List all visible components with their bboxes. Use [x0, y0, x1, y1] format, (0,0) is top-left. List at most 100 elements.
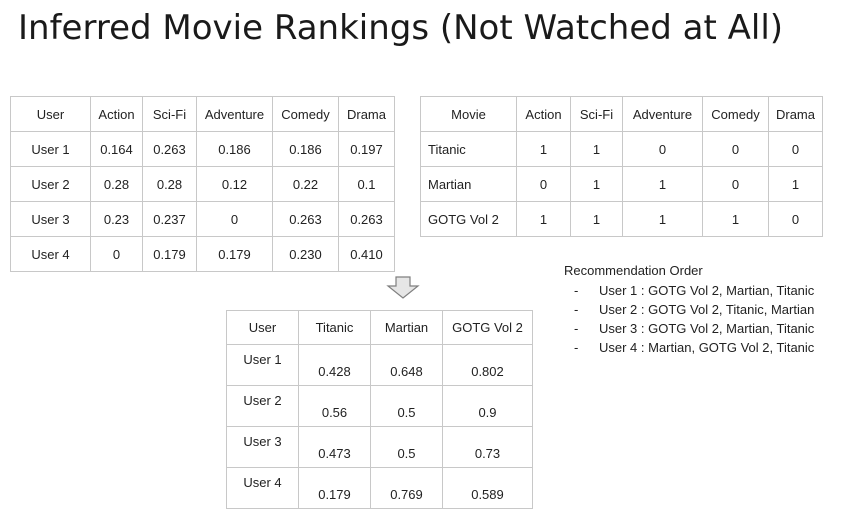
table-cell: 0.1: [338, 166, 395, 202]
slide-title: Inferred Movie Rankings (Not Watched at …: [18, 8, 784, 48]
column-header: User: [226, 310, 299, 345]
list-item: - User 4 : Martian, GOTG Vol 2, Titanic: [564, 338, 844, 357]
column-header: Titanic: [298, 310, 371, 345]
column-header: Movie: [420, 96, 517, 132]
table-cell: 0: [196, 201, 273, 237]
recommendation-heading: Recommendation Order: [564, 263, 703, 278]
column-header: Action: [90, 96, 143, 132]
table-cell: 0.186: [272, 131, 339, 167]
table-cell: 0.73: [442, 426, 533, 468]
table-cell: 1: [622, 166, 703, 202]
table-cell: 0.802: [442, 344, 533, 386]
result-table: User Titanic Martian GOTG Vol 2 User 1 0…: [226, 310, 533, 509]
recommendation-order: Recommendation Order - User 1 : GOTG Vol…: [564, 262, 844, 357]
table-cell: User 4: [10, 236, 91, 272]
user-genre-table: User Action Sci-Fi Adventure Comedy Dram…: [10, 96, 395, 272]
table-cell: 1: [702, 201, 769, 237]
recommendation-text: User 1 : GOTG Vol 2, Martian, Titanic: [599, 283, 815, 298]
table-cell: 0.263: [338, 201, 395, 237]
column-header: Action: [516, 96, 571, 132]
table-cell: 1: [570, 201, 623, 237]
table-cell: 0.28: [142, 166, 197, 202]
table-row: User 4 0.179 0.769 0.589: [226, 467, 533, 509]
table-cell: 0.237: [142, 201, 197, 237]
table-cell: 0.263: [272, 201, 339, 237]
bullet-dash: -: [574, 283, 579, 298]
column-header: Sci-Fi: [570, 96, 623, 132]
bullet-dash: -: [574, 340, 579, 355]
table-cell: 0.410: [338, 236, 395, 272]
recommendation-text: User 2 : GOTG Vol 2, Titanic, Martian: [599, 302, 815, 317]
table-cell: 1: [768, 166, 823, 202]
column-header: Martian: [370, 310, 443, 345]
table-cell: 0.179: [142, 236, 197, 272]
down-arrow-icon: [386, 276, 420, 299]
table-cell: 0.428: [298, 344, 371, 386]
column-header: User: [10, 96, 91, 132]
table-cell: 0.197: [338, 131, 395, 167]
table-cell: 0.12: [196, 166, 273, 202]
column-header: Comedy: [272, 96, 339, 132]
table-cell: User 3: [10, 201, 91, 237]
table-cell: 0: [622, 131, 703, 167]
table-cell: 1: [516, 201, 571, 237]
table-cell: 1: [570, 131, 623, 167]
table-row: User 1 0.164 0.263 0.186 0.186 0.197: [10, 131, 395, 167]
table-row: GOTG Vol 2 1 1 1 1 0: [420, 201, 823, 237]
column-header: Sci-Fi: [142, 96, 197, 132]
table-cell: 0.179: [298, 467, 371, 509]
table-cell: 0.164: [90, 131, 143, 167]
table-cell: 1: [516, 131, 571, 167]
table-row: User 3 0.473 0.5 0.73: [226, 426, 533, 468]
table-cell: User 1: [226, 344, 299, 386]
table-cell: User 2: [226, 385, 299, 427]
table-cell: 0.28: [90, 166, 143, 202]
table-cell: 0.22: [272, 166, 339, 202]
table-cell: User 4: [226, 467, 299, 509]
table-cell: 0.5: [370, 385, 443, 427]
bullet-dash: -: [574, 321, 579, 336]
table-cell: User 3: [226, 426, 299, 468]
table-row: User 4 0 0.179 0.179 0.230 0.410: [10, 236, 395, 272]
table-cell: 1: [622, 201, 703, 237]
table-cell: 0: [90, 236, 143, 272]
table-cell: Titanic: [420, 131, 517, 167]
movie-genre-table: Movie Action Sci-Fi Adventure Comedy Dra…: [420, 96, 823, 237]
table-cell: 1: [570, 166, 623, 202]
table-cell: 0.186: [196, 131, 273, 167]
column-header: Drama: [768, 96, 823, 132]
table-cell: 0.473: [298, 426, 371, 468]
table-cell: 0.263: [142, 131, 197, 167]
table-row: User 3 0.23 0.237 0 0.263 0.263: [10, 201, 395, 237]
table-row: User 2 0.28 0.28 0.12 0.22 0.1: [10, 166, 395, 202]
table-cell: 0.230: [272, 236, 339, 272]
table-cell: 0: [702, 131, 769, 167]
column-header: GOTG Vol 2: [442, 310, 533, 345]
table-row: User 2 0.56 0.5 0.9: [226, 385, 533, 427]
table-header-row: User Action Sci-Fi Adventure Comedy Dram…: [10, 96, 395, 132]
table-cell: 0.56: [298, 385, 371, 427]
bullet-dash: -: [574, 302, 579, 317]
table-cell: 0: [516, 166, 571, 202]
table-cell: 0: [768, 201, 823, 237]
recommendation-text: User 3 : GOTG Vol 2, Martian, Titanic: [599, 321, 815, 336]
list-item: - User 3 : GOTG Vol 2, Martian, Titanic: [564, 319, 844, 338]
column-header: Drama: [338, 96, 395, 132]
column-header: Adventure: [196, 96, 273, 132]
table-cell: 0.769: [370, 467, 443, 509]
table-cell: Martian: [420, 166, 517, 202]
table-row: Martian 0 1 1 0 1: [420, 166, 823, 202]
column-header: Comedy: [702, 96, 769, 132]
table-cell: 0: [702, 166, 769, 202]
table-row: User 1 0.428 0.648 0.802: [226, 344, 533, 386]
table-cell: 0: [768, 131, 823, 167]
table-header-row: User Titanic Martian GOTG Vol 2: [226, 310, 533, 345]
table-cell: GOTG Vol 2: [420, 201, 517, 237]
column-header: Adventure: [622, 96, 703, 132]
table-cell: 0.179: [196, 236, 273, 272]
table-cell: 0.9: [442, 385, 533, 427]
list-item: - User 1 : GOTG Vol 2, Martian, Titanic: [564, 281, 844, 300]
table-cell: 0.589: [442, 467, 533, 509]
table-cell: User 2: [10, 166, 91, 202]
table-cell: User 1: [10, 131, 91, 167]
